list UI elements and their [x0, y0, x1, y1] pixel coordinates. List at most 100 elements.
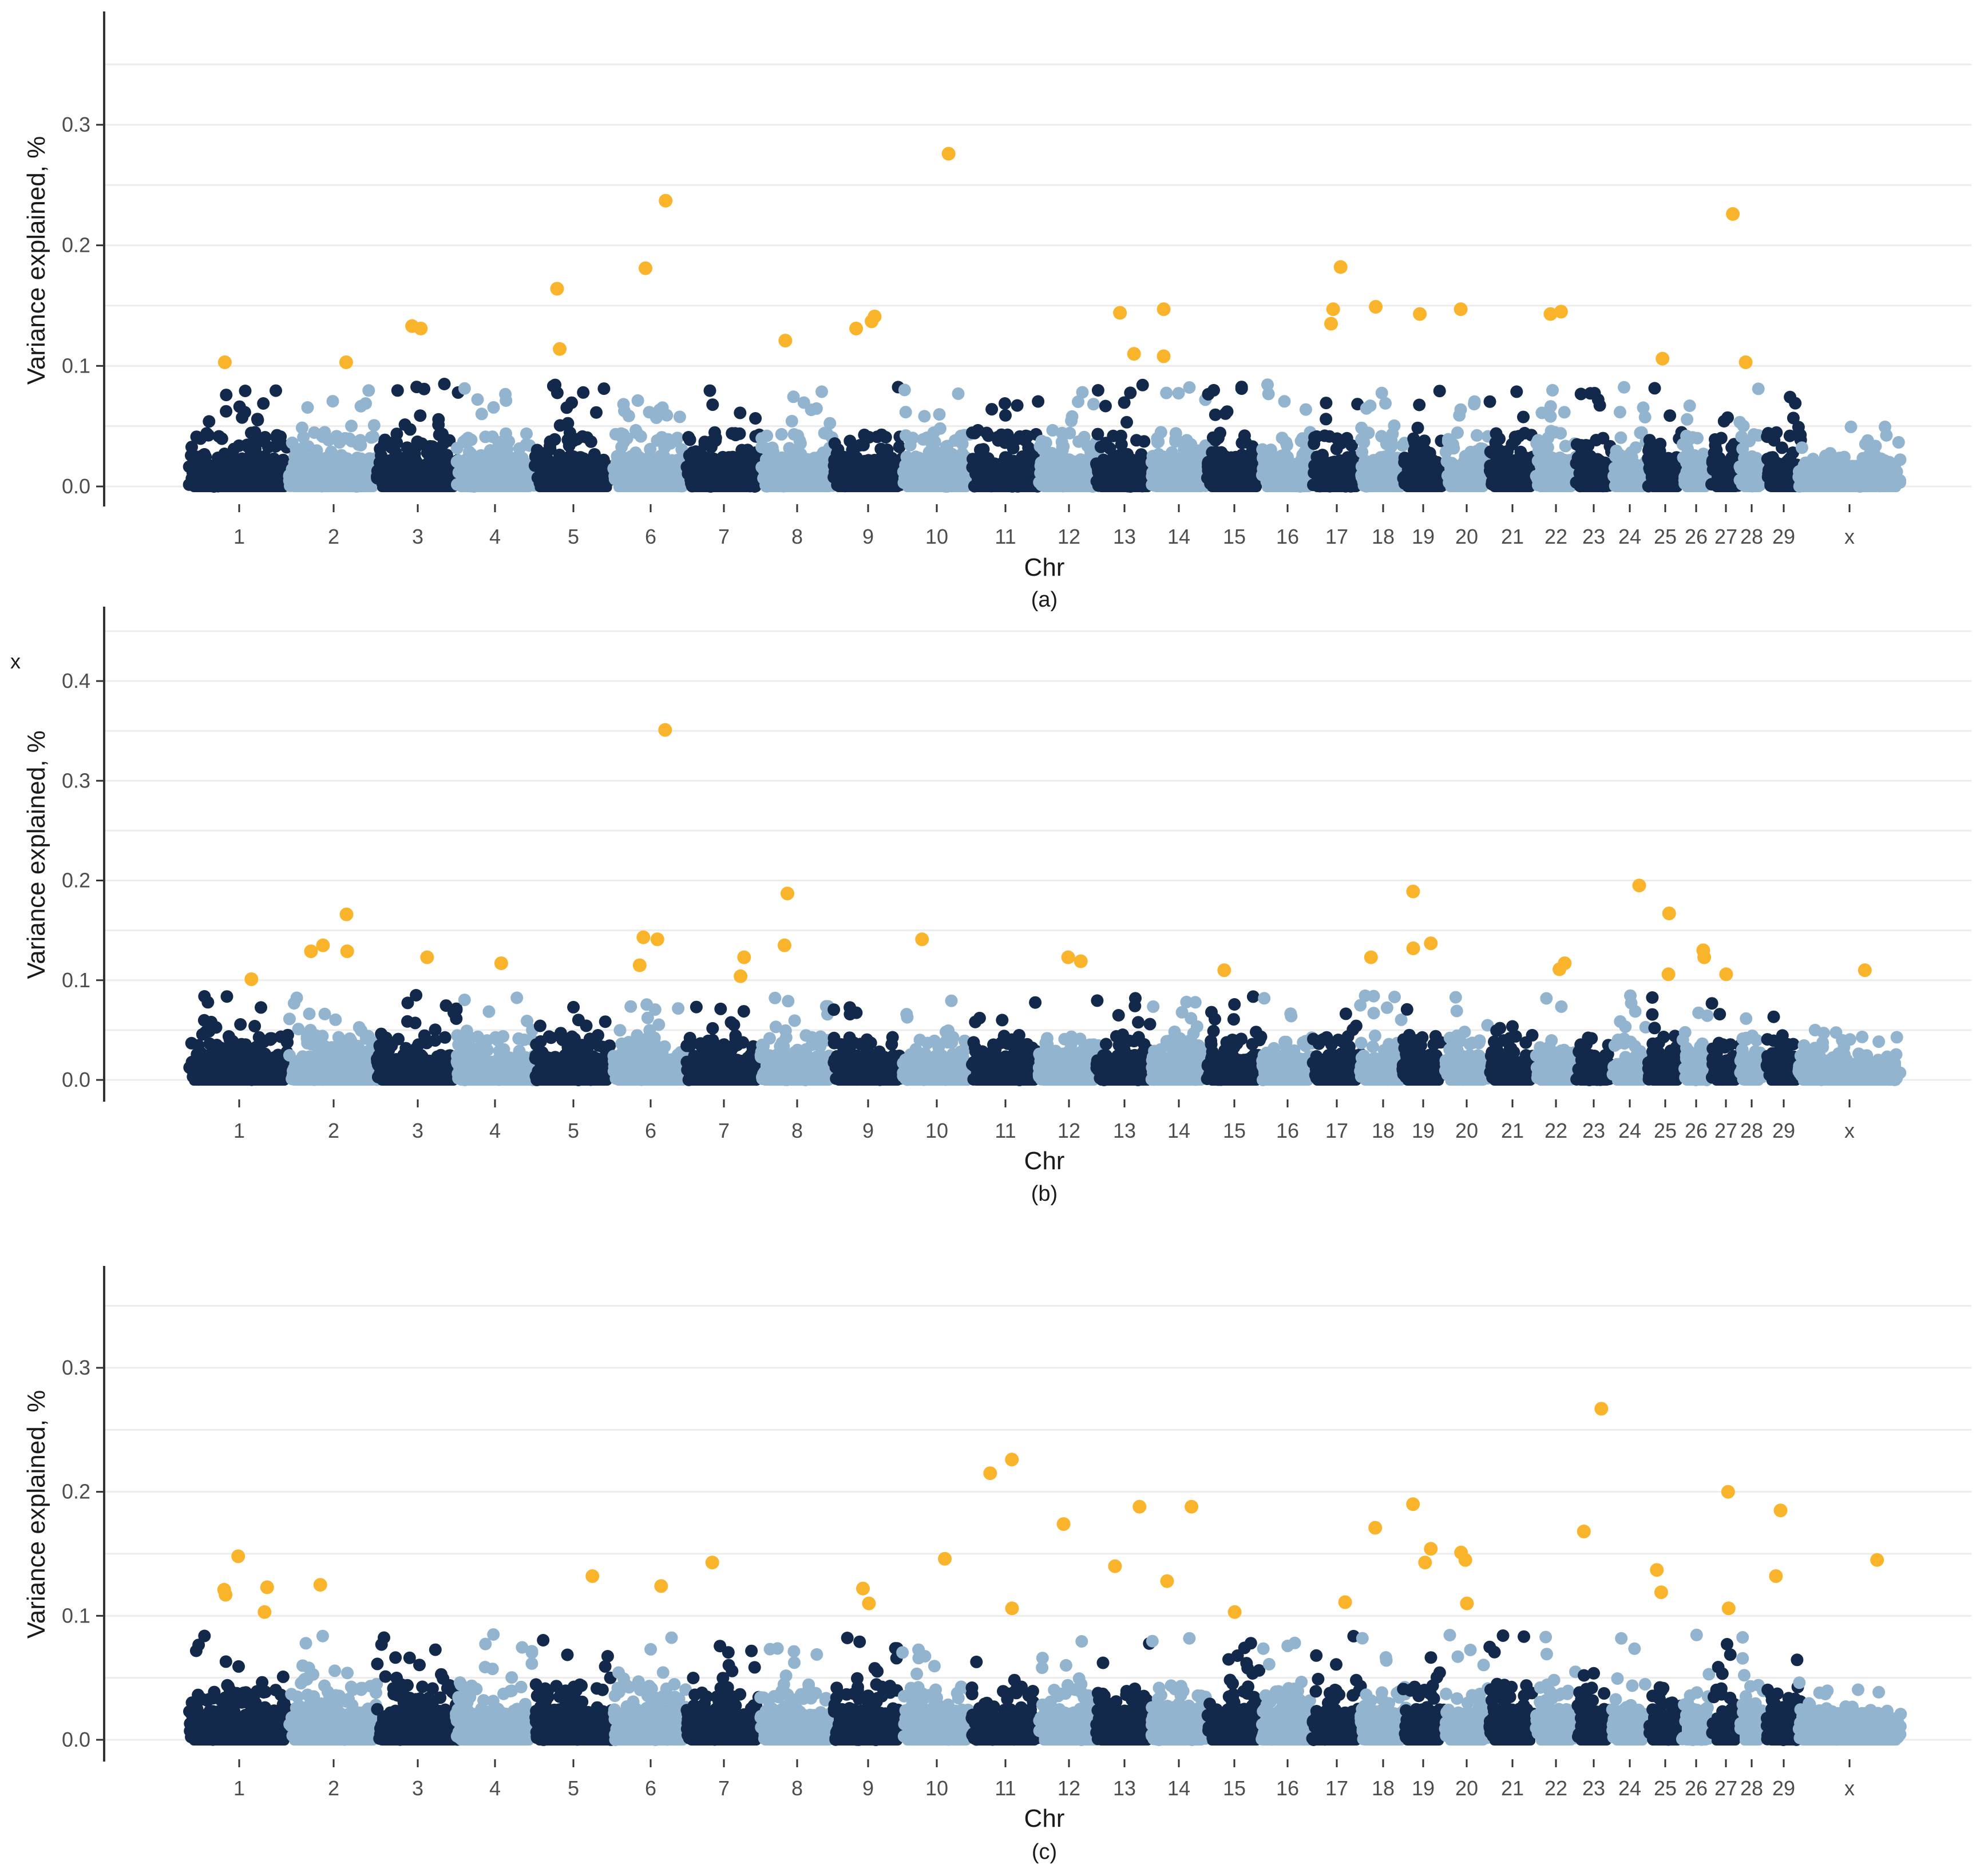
- snp-point: [1262, 387, 1275, 401]
- snp-point: [426, 440, 439, 453]
- snp-point: [1107, 429, 1120, 442]
- snp-band: [1536, 460, 1576, 492]
- chr-2-points: [283, 384, 385, 493]
- snp-point: [318, 1007, 331, 1020]
- snp-point: [1613, 406, 1626, 419]
- snp-point: [1138, 435, 1151, 448]
- snp-point: [1725, 441, 1738, 454]
- snp-point: [510, 991, 524, 1004]
- snp-point: [1032, 395, 1045, 408]
- snp-point: [345, 419, 358, 433]
- snp-point: [1280, 436, 1293, 449]
- chr-9-points: [827, 381, 909, 493]
- chr-11-points: [966, 395, 1046, 493]
- snp-point: [220, 405, 233, 418]
- snp-point: [633, 1046, 647, 1059]
- snp-point: [354, 438, 367, 452]
- x-tick-label: 19: [1412, 525, 1435, 548]
- snp-point: [925, 438, 938, 451]
- snp-point: [458, 994, 471, 1007]
- snp-point: [201, 996, 215, 1009]
- snp-point: [1118, 396, 1131, 409]
- chr-16-points: [1256, 378, 1319, 493]
- snp-band: [761, 460, 834, 492]
- x-tick-label: 7: [718, 1119, 730, 1142]
- snp-point: [698, 436, 711, 449]
- snp-band: [289, 460, 378, 492]
- chr-7-points: [680, 384, 767, 493]
- chr-4-points: [450, 382, 540, 493]
- snp-band: [613, 1058, 688, 1086]
- snp-point: [1637, 401, 1650, 414]
- snp-point: [367, 419, 381, 432]
- snp-point: [281, 1036, 294, 1049]
- snp-point: [741, 444, 754, 457]
- x-tick-label: 8: [791, 525, 803, 548]
- snp-band: [1312, 460, 1361, 492]
- snp-point: [411, 435, 424, 448]
- x-tick-label: 26: [1685, 525, 1708, 548]
- highlighted-snp: [1326, 302, 1340, 316]
- x-tick-label: 27: [1714, 525, 1737, 548]
- snp-point: [329, 1013, 342, 1026]
- snp-point: [709, 432, 722, 445]
- snp-point: [786, 446, 799, 458]
- snp-point: [238, 406, 251, 419]
- chr-7-points: [680, 1000, 767, 1086]
- snp-point: [1510, 385, 1523, 398]
- snp-band: [1612, 460, 1648, 492]
- snp-point: [1152, 435, 1165, 448]
- snp-point: [1172, 387, 1185, 400]
- snp-point: [893, 440, 906, 453]
- snp-point: [1892, 436, 1905, 449]
- snp-point: [1209, 408, 1222, 421]
- highlighted-snp: [1113, 306, 1127, 320]
- snp-point: [1761, 430, 1774, 444]
- x-tick-label: 3: [412, 1119, 423, 1142]
- snp-band: [687, 1058, 761, 1086]
- snp-point: [729, 1029, 742, 1042]
- snp-point: [1375, 386, 1388, 399]
- chr-1-points: [183, 384, 295, 493]
- x-tick-label: 20: [1455, 525, 1478, 548]
- snp-point: [749, 412, 762, 425]
- highlighted-snp: [1413, 307, 1427, 321]
- snp-band: [1207, 460, 1262, 492]
- snp-point: [1618, 381, 1630, 394]
- snp-point: [239, 1038, 252, 1051]
- snp-point: [590, 406, 603, 419]
- snp-point: [454, 1032, 467, 1045]
- highlighted-snp: [1656, 351, 1670, 366]
- highlighted-snp: [1738, 355, 1753, 369]
- highlighted-snp: [659, 193, 673, 208]
- snp-point: [1484, 445, 1497, 458]
- snp-point: [513, 1044, 526, 1058]
- snp-point: [706, 1022, 719, 1035]
- y-tick-label: 0.3: [62, 113, 90, 136]
- snp-band: [1648, 460, 1682, 492]
- snp-point: [1468, 395, 1481, 408]
- snp-point: [827, 1003, 841, 1016]
- snp-point: [520, 438, 533, 451]
- chr-10-points: [897, 994, 977, 1086]
- snp-point: [1648, 382, 1661, 395]
- snp-point: [737, 1005, 750, 1018]
- snp-point: [542, 1030, 556, 1043]
- chr-20-points: [1439, 395, 1495, 492]
- snp-point: [275, 438, 288, 451]
- chr-10-points: [897, 383, 977, 493]
- snp-point: [1221, 405, 1234, 418]
- x-tick-label: 6: [645, 1119, 656, 1142]
- snp-point: [391, 384, 404, 397]
- highlighted-snp: [1333, 260, 1348, 274]
- snp-point: [1597, 432, 1610, 445]
- snp-point: [1235, 382, 1248, 395]
- chr-5-points: [528, 378, 619, 492]
- snp-point: [199, 1026, 212, 1039]
- snp-point: [1160, 386, 1173, 399]
- snp-point: [295, 421, 308, 434]
- snp-point: [823, 417, 837, 430]
- x-tick-label: 12: [1058, 525, 1080, 548]
- snp-band: [377, 460, 458, 492]
- snp-band: [1403, 460, 1444, 492]
